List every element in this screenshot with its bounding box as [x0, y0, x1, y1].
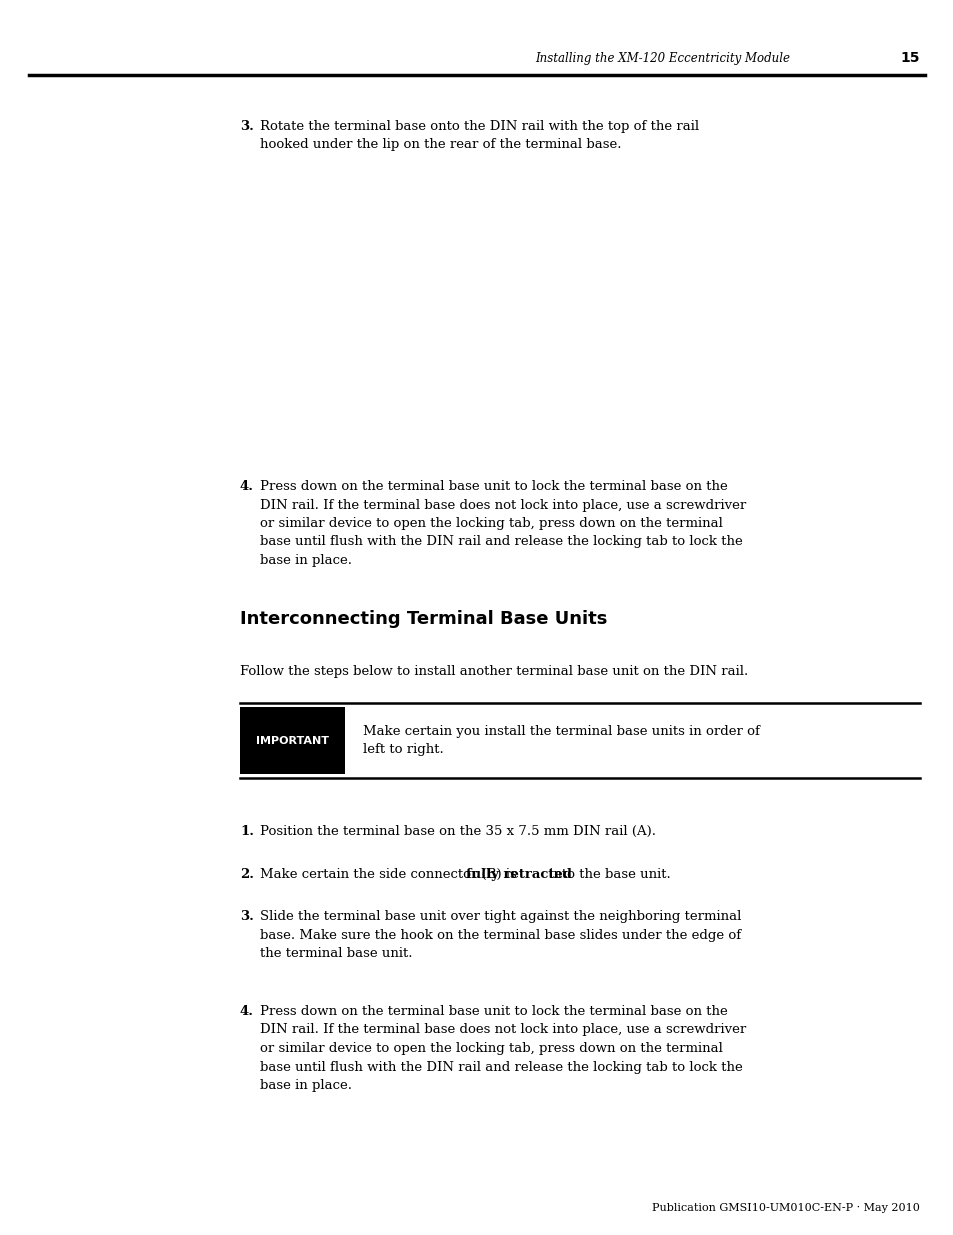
Text: left to right.: left to right. — [363, 743, 443, 756]
Text: base in place.: base in place. — [260, 555, 352, 567]
Text: Publication GMSI10-UM010C-EN-P · May 2010: Publication GMSI10-UM010C-EN-P · May 201… — [652, 1203, 919, 1213]
Text: Position the terminal base on the 35 x 7.5 mm DIN rail (A).: Position the terminal base on the 35 x 7… — [260, 825, 656, 839]
Text: Make certain you install the terminal base units in order of: Make certain you install the terminal ba… — [363, 725, 760, 739]
Text: 2.: 2. — [240, 868, 253, 881]
Text: or similar device to open the locking tab, press down on the terminal: or similar device to open the locking ta… — [260, 517, 722, 530]
Text: or similar device to open the locking tab, press down on the terminal: or similar device to open the locking ta… — [260, 1042, 722, 1055]
Bar — [240, 706, 345, 774]
Text: DIN rail. If the terminal base does not lock into place, use a screwdriver: DIN rail. If the terminal base does not … — [260, 1024, 745, 1036]
Text: fully retracted: fully retracted — [465, 868, 571, 881]
Text: Installing the XM-120 Eccentricity Module: Installing the XM-120 Eccentricity Modul… — [535, 52, 789, 65]
Text: base until flush with the DIN rail and release the locking tab to lock the: base until flush with the DIN rail and r… — [260, 536, 742, 548]
Text: the terminal base unit.: the terminal base unit. — [260, 947, 412, 960]
Text: 15: 15 — [900, 51, 919, 65]
Text: Follow the steps below to install another terminal base unit on the DIN rail.: Follow the steps below to install anothe… — [240, 664, 747, 678]
Text: base in place.: base in place. — [260, 1079, 352, 1092]
Text: into the base unit.: into the base unit. — [544, 868, 670, 881]
Text: DIN rail. If the terminal base does not lock into place, use a screwdriver: DIN rail. If the terminal base does not … — [260, 499, 745, 511]
Text: Make certain the side connector (B) is: Make certain the side connector (B) is — [260, 868, 520, 881]
Text: Interconnecting Terminal Base Units: Interconnecting Terminal Base Units — [240, 610, 607, 629]
Text: hooked under the lip on the rear of the terminal base.: hooked under the lip on the rear of the … — [260, 138, 620, 151]
Text: Rotate the terminal base onto the DIN rail with the top of the rail: Rotate the terminal base onto the DIN ra… — [260, 120, 699, 133]
Text: 3.: 3. — [240, 120, 253, 133]
Text: Press down on the terminal base unit to lock the terminal base on the: Press down on the terminal base unit to … — [260, 480, 727, 493]
Text: Slide the terminal base unit over tight against the neighboring terminal: Slide the terminal base unit over tight … — [260, 910, 740, 923]
Text: Press down on the terminal base unit to lock the terminal base on the: Press down on the terminal base unit to … — [260, 1005, 727, 1018]
Text: 3.: 3. — [240, 910, 253, 923]
Text: 1.: 1. — [240, 825, 253, 839]
Text: base. Make sure the hook on the terminal base slides under the edge of: base. Make sure the hook on the terminal… — [260, 929, 740, 941]
Text: 4.: 4. — [240, 480, 253, 493]
Text: 4.: 4. — [240, 1005, 253, 1018]
Text: IMPORTANT: IMPORTANT — [255, 736, 329, 746]
Text: base until flush with the DIN rail and release the locking tab to lock the: base until flush with the DIN rail and r… — [260, 1061, 742, 1073]
